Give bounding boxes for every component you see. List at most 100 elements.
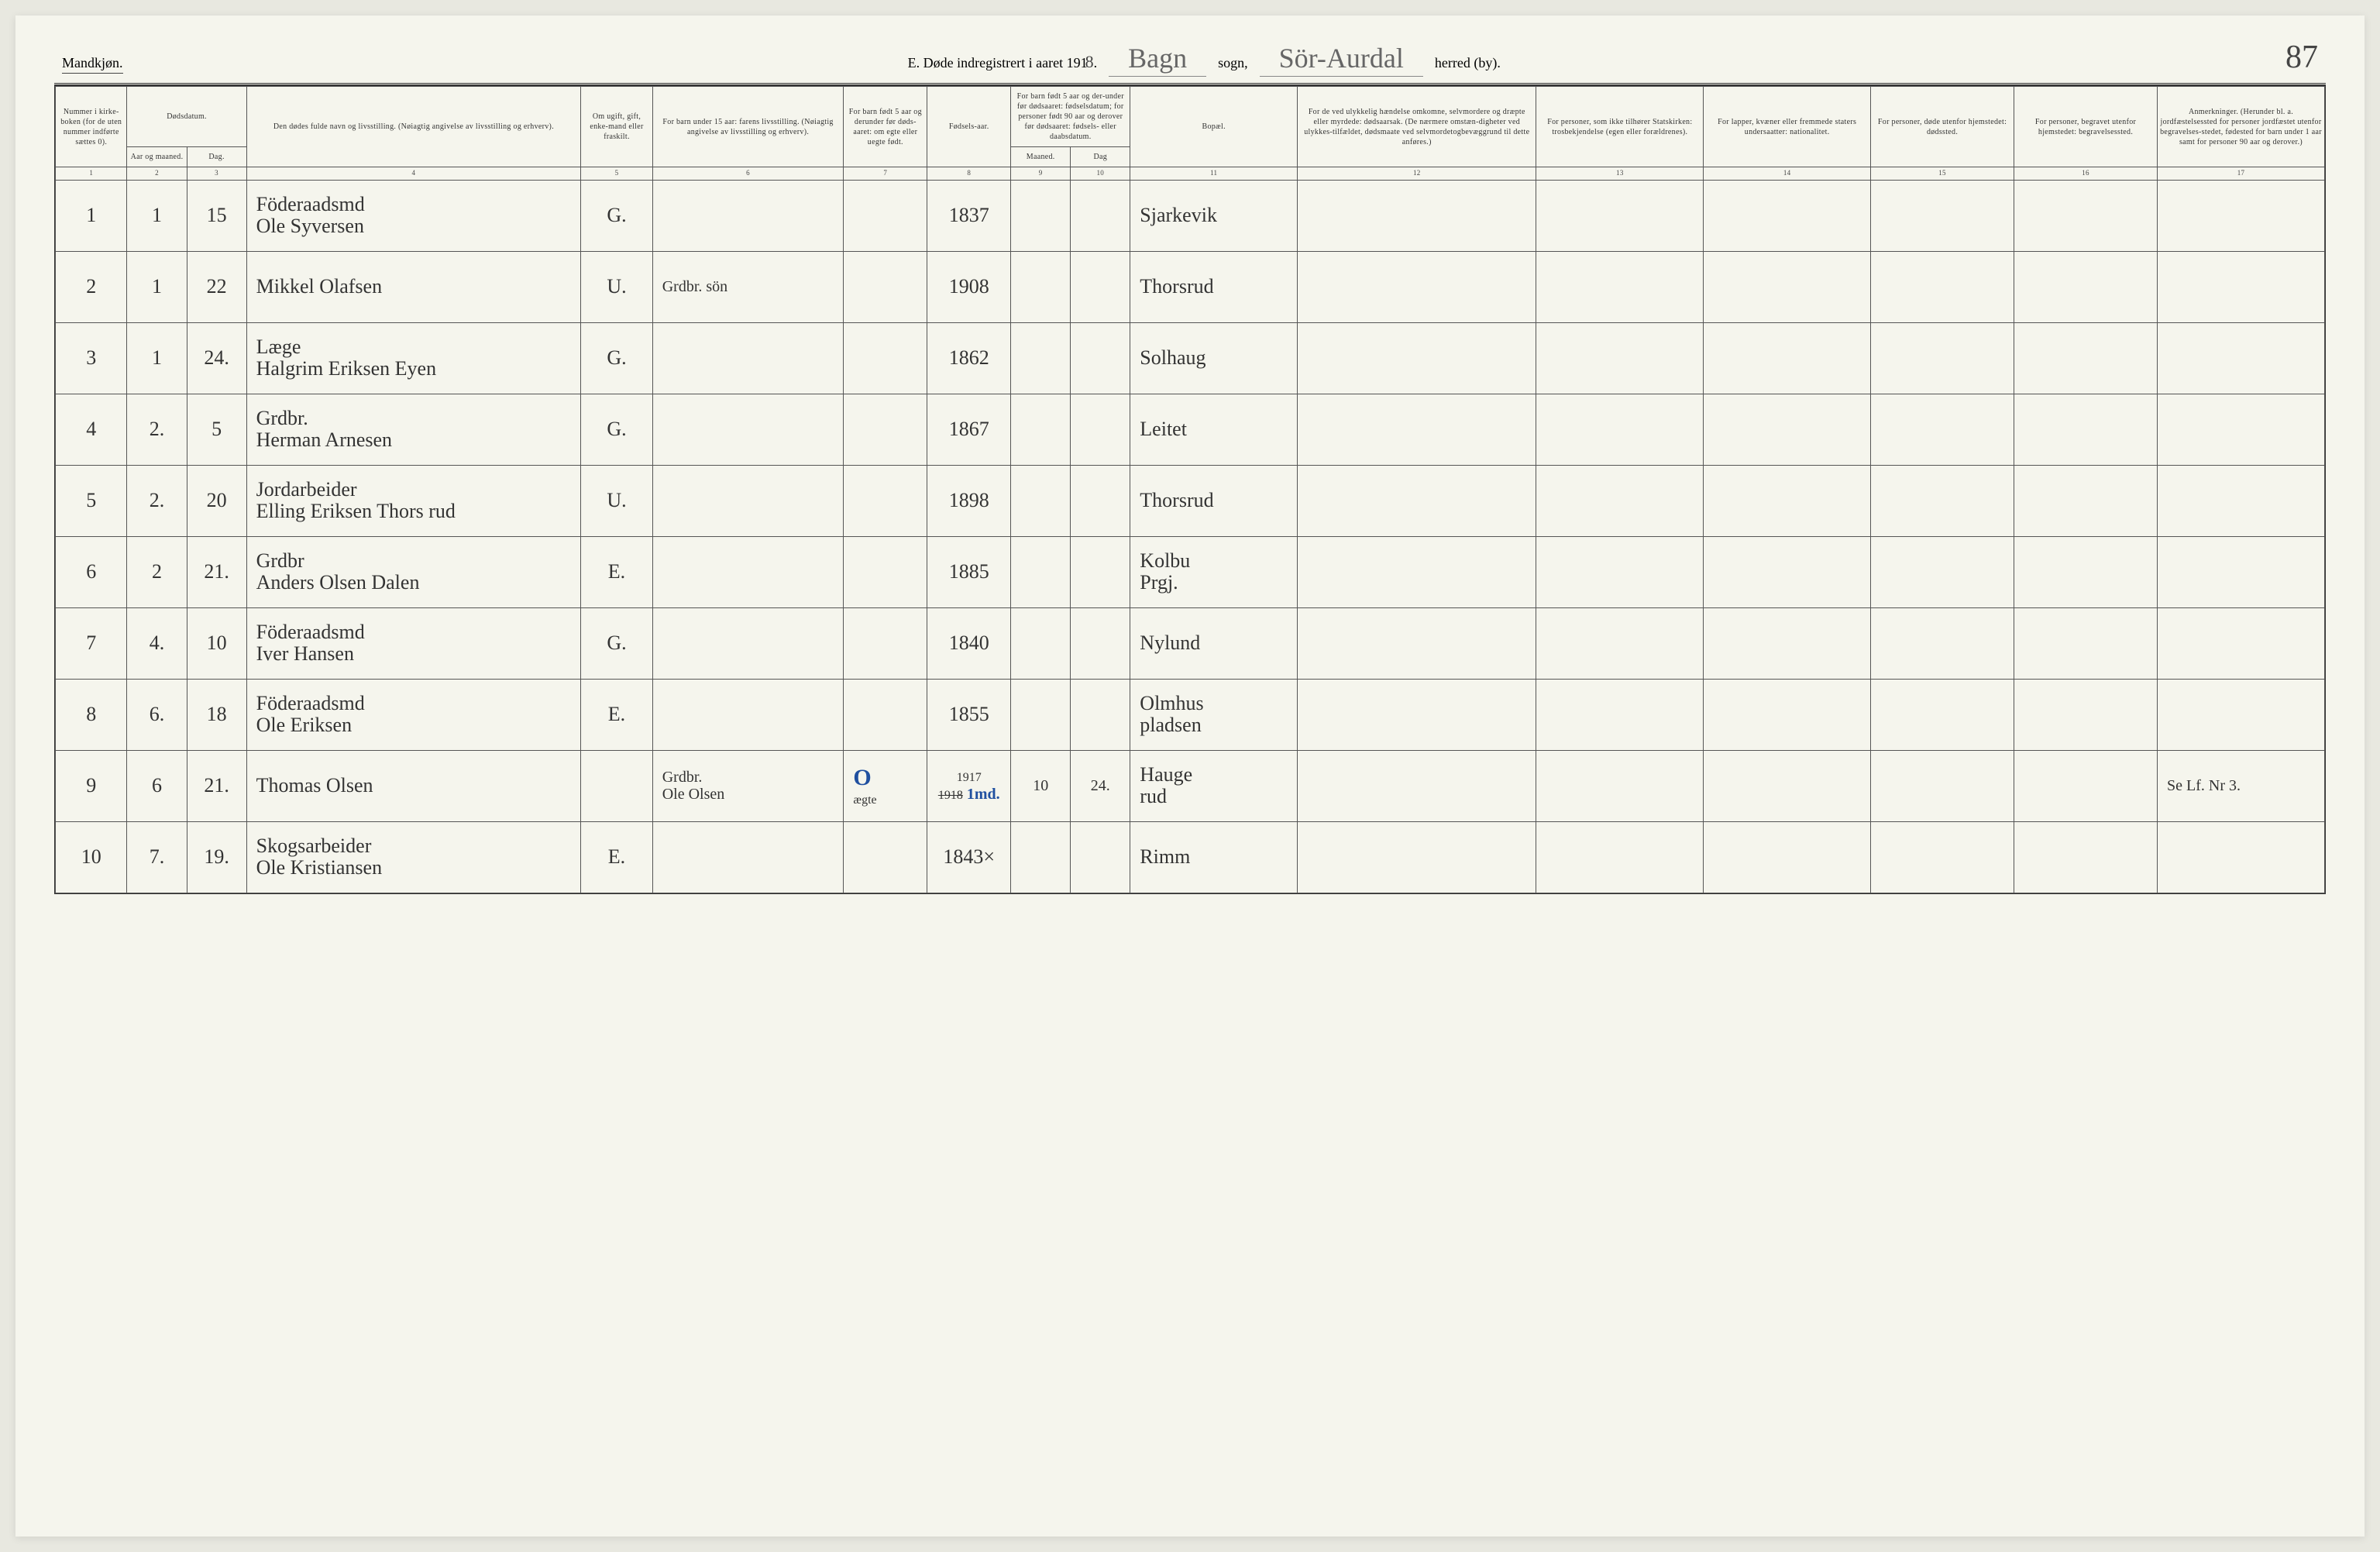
table-row: 2122Mikkel OlafsenU.Grdbr. sön1908Thorsr…	[56, 251, 2325, 322]
birth-year: 19171918 1md.	[927, 750, 1011, 821]
birth-day	[1071, 180, 1130, 251]
burial-place	[2014, 607, 2158, 679]
remarks	[2158, 465, 2325, 536]
row-number: 2	[56, 251, 127, 322]
name-occupation: Thomas Olsen	[246, 750, 581, 821]
father-occupation	[652, 536, 844, 607]
religion	[1536, 607, 1704, 679]
marital-status: G.	[581, 180, 652, 251]
remarks	[2158, 536, 2325, 607]
cause-of-death	[1298, 536, 1536, 607]
marital-status: G.	[581, 322, 652, 394]
title-prefix: E. Døde indregistrert i aaret 191	[908, 55, 1088, 71]
birth-day	[1071, 607, 1130, 679]
marital-status: E.	[581, 821, 652, 893]
col-header: For personer, begravet utenfor hjemstede…	[2014, 87, 2158, 167]
residence: Rimm	[1130, 821, 1298, 893]
nationality	[1704, 180, 1871, 251]
religion	[1536, 322, 1704, 394]
cause-of-death	[1298, 607, 1536, 679]
col-header: For lapper, kvæner eller fremmede stater…	[1704, 87, 1871, 167]
death-month: 4.	[127, 607, 187, 679]
birth-month	[1011, 180, 1071, 251]
col-header: Dag.	[187, 147, 246, 167]
name-occupation: SkogsarbeiderOle Kristiansen	[246, 821, 581, 893]
death-place	[1871, 180, 2014, 251]
row-number: 7	[56, 607, 127, 679]
religion	[1536, 679, 1704, 750]
religion	[1536, 750, 1704, 821]
death-day: 21.	[187, 536, 246, 607]
death-day: 19.	[187, 821, 246, 893]
col-num: 6	[652, 167, 844, 181]
col-num: 8	[927, 167, 1011, 181]
nationality	[1704, 536, 1871, 607]
row-number: 10	[56, 821, 127, 893]
father-occupation	[652, 679, 844, 750]
nationality	[1704, 251, 1871, 322]
name-occupation: Mikkel Olafsen	[246, 251, 581, 322]
legitimacy	[844, 607, 927, 679]
birth-year: 1840	[927, 607, 1011, 679]
remarks	[2158, 679, 2325, 750]
death-month: 7.	[127, 821, 187, 893]
row-number: 4	[56, 394, 127, 465]
legitimacy	[844, 536, 927, 607]
death-month: 6.	[127, 679, 187, 750]
cause-of-death	[1298, 251, 1536, 322]
name-occupation: FöderaadsmdOle Syversen	[246, 180, 581, 251]
year-suffix: 8	[1085, 52, 1094, 71]
row-number: 9	[56, 750, 127, 821]
col-header: Aar og maaned.	[127, 147, 187, 167]
cause-of-death	[1298, 750, 1536, 821]
col-header: Bopæl.	[1130, 87, 1298, 167]
birth-day	[1071, 821, 1130, 893]
col-header: For personer, som ikke tilhører Statskir…	[1536, 87, 1704, 167]
birth-day	[1071, 536, 1130, 607]
table-row: 1115FöderaadsmdOle SyversenG.1837Sjarkev…	[56, 180, 2325, 251]
col-header: For de ved ulykkelig hændelse omkomne, s…	[1298, 87, 1536, 167]
name-occupation: GrdbrAnders Olsen Dalen	[246, 536, 581, 607]
father-occupation	[652, 394, 844, 465]
father-occupation	[652, 821, 844, 893]
father-occupation	[652, 465, 844, 536]
remarks	[2158, 607, 2325, 679]
legitimacy: Oægte	[844, 750, 927, 821]
death-day: 18	[187, 679, 246, 750]
name-occupation: LægeHalgrim Eriksen Eyen	[246, 322, 581, 394]
col-header: Nummer i kirke-boken (for de uten nummer…	[56, 87, 127, 167]
death-place	[1871, 536, 2014, 607]
legitimacy	[844, 180, 927, 251]
marital-status: U.	[581, 251, 652, 322]
death-day: 15	[187, 180, 246, 251]
col-num: 12	[1298, 167, 1536, 181]
cause-of-death	[1298, 322, 1536, 394]
birth-year: 1867	[927, 394, 1011, 465]
religion	[1536, 821, 1704, 893]
residence: Thorsrud	[1130, 251, 1298, 322]
death-place	[1871, 821, 2014, 893]
name-occupation: JordarbeiderElling Eriksen Thors rud	[246, 465, 581, 536]
birth-day	[1071, 394, 1130, 465]
birth-year: 1908	[927, 251, 1011, 322]
marital-status: G.	[581, 607, 652, 679]
burial-place	[2014, 821, 2158, 893]
birth-month	[1011, 465, 1071, 536]
col-header: For barn under 15 aar: farens livsstilli…	[652, 87, 844, 167]
birth-day	[1071, 251, 1130, 322]
col-num: 3	[187, 167, 246, 181]
marital-status: E.	[581, 536, 652, 607]
table-row: 107.19.SkogsarbeiderOle KristiansenE.184…	[56, 821, 2325, 893]
residence: KolbuPrgj.	[1130, 536, 1298, 607]
herred-value: Sör-Aurdal	[1260, 42, 1423, 77]
col-num: 2	[127, 167, 187, 181]
religion	[1536, 465, 1704, 536]
father-occupation	[652, 322, 844, 394]
table-body: 1115FöderaadsmdOle SyversenG.1837Sjarkev…	[56, 180, 2325, 893]
col-num: 15	[1871, 167, 2014, 181]
table-row: 3124.LægeHalgrim Eriksen EyenG.1862Solha…	[56, 322, 2325, 394]
birth-day	[1071, 322, 1130, 394]
birth-month	[1011, 679, 1071, 750]
col-header: Anmerkninger. (Herunder bl. a. jordfæste…	[2158, 87, 2325, 167]
death-place	[1871, 251, 2014, 322]
